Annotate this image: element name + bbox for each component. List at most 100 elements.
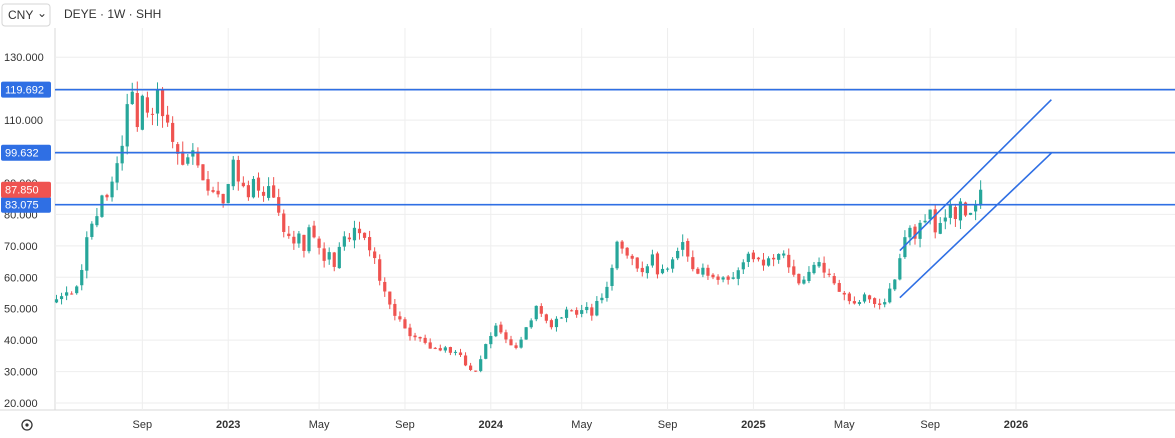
- candle-body: [958, 201, 963, 221]
- candle-body: [595, 300, 599, 316]
- x-tick-label: May: [834, 419, 855, 431]
- x-tick-label: 2023: [216, 419, 240, 431]
- candle-body: [362, 232, 367, 238]
- candle-body: [176, 144, 180, 154]
- candle-body: [529, 320, 533, 328]
- candle-body: [580, 310, 584, 314]
- candle-body: [408, 327, 412, 337]
- candle-body: [534, 305, 538, 320]
- candle-body: [953, 207, 957, 220]
- candle-body: [772, 257, 776, 260]
- candle-body: [226, 184, 230, 204]
- candle-body: [211, 190, 215, 192]
- candle-body: [807, 271, 811, 282]
- candle-body: [120, 145, 124, 164]
- candle-body: [570, 310, 574, 312]
- candle-layer: [54, 81, 983, 373]
- candle-body: [433, 347, 437, 349]
- price-badges: 119.692 99.632 83.075 87.850: [1, 81, 51, 213]
- y-tick-label: 40.000: [4, 335, 38, 347]
- candle-body: [862, 294, 867, 302]
- level-badge: [1, 144, 51, 161]
- candle-body: [479, 359, 483, 371]
- trend-channel-line[interactable]: [899, 152, 1052, 299]
- candle-body: [847, 293, 851, 302]
- candle-body: [504, 332, 508, 340]
- level-badge-label: 83.075: [5, 200, 39, 212]
- candle-body: [943, 217, 947, 222]
- candle-body: [893, 279, 897, 290]
- candle-body: [105, 194, 109, 198]
- candle-body: [676, 250, 680, 259]
- candle-body: [267, 186, 271, 198]
- candle-body: [438, 348, 442, 351]
- candle-body: [236, 159, 240, 182]
- candle-body: [337, 246, 341, 269]
- candle-body: [332, 252, 336, 267]
- candle-body: [413, 335, 417, 338]
- candle-body: [342, 236, 346, 247]
- candle-body: [65, 292, 69, 296]
- candle-body: [54, 299, 59, 303]
- candle-body: [640, 267, 644, 273]
- y-tick-label: 130.000: [4, 52, 44, 64]
- candle-body: [756, 257, 761, 260]
- candle-body: [59, 296, 64, 300]
- last-price-badge: [1, 181, 51, 198]
- candle-body: [317, 238, 321, 248]
- candle-body: [731, 277, 735, 279]
- candle-body: [251, 178, 256, 198]
- y-tick-label: 50.000: [4, 304, 38, 316]
- candle-body: [903, 237, 907, 258]
- candle-body: [878, 303, 882, 305]
- candle-body: [261, 191, 266, 196]
- candle-body: [145, 97, 149, 113]
- candle-body: [792, 266, 796, 275]
- candle-body: [272, 185, 276, 198]
- x-tick-label: Sep: [920, 419, 940, 431]
- candle-body: [150, 113, 155, 115]
- candle-body: [650, 254, 654, 266]
- candle-body: [635, 257, 639, 269]
- candle-body: [559, 317, 564, 319]
- candle-body: [585, 306, 589, 311]
- candle-body: [600, 297, 604, 301]
- trend-channel-line[interactable]: [899, 99, 1052, 252]
- candle-body: [357, 228, 362, 234]
- candle-body: [231, 159, 235, 187]
- currency-selector[interactable]: CNY ⌄: [1, 3, 51, 27]
- candle-body: [443, 347, 447, 351]
- price-axis[interactable]: 20.00030.00040.00050.00060.00070.00080.0…: [4, 52, 44, 410]
- candle-body: [388, 291, 392, 305]
- candle-body: [292, 236, 296, 244]
- drawing-layer[interactable]: [55, 88, 1175, 299]
- candle-body: [246, 185, 250, 198]
- candle-body: [221, 193, 225, 204]
- level-badge: [1, 81, 51, 98]
- candle-body: [514, 345, 518, 348]
- candle-body: [160, 89, 165, 117]
- candle-body: [979, 189, 983, 206]
- candle-body: [797, 273, 801, 284]
- candle-body: [393, 303, 397, 316]
- candle-body: [716, 276, 720, 280]
- candle-body: [352, 227, 357, 241]
- candle-body: [196, 151, 200, 166]
- settings-button[interactable]: [12, 415, 42, 435]
- candle-body: [448, 347, 452, 353]
- level-badge: [1, 196, 51, 213]
- candle-body: [605, 286, 609, 298]
- candle-body: [474, 370, 478, 372]
- x-tick-label: May: [571, 419, 592, 431]
- time-axis[interactable]: Sep 2023 May Sep 2024 May Sep 2025 May Sep 2026: [133, 419, 1029, 431]
- candle-body: [741, 262, 745, 270]
- x-tick-label: Sep: [658, 419, 678, 431]
- x-tick-label: Sep: [133, 419, 153, 431]
- y-tick-label: 110.000: [4, 115, 43, 127]
- candle-body: [726, 276, 730, 280]
- candle-body: [812, 264, 816, 274]
- candle-body: [458, 352, 463, 356]
- candle-body: [327, 252, 331, 260]
